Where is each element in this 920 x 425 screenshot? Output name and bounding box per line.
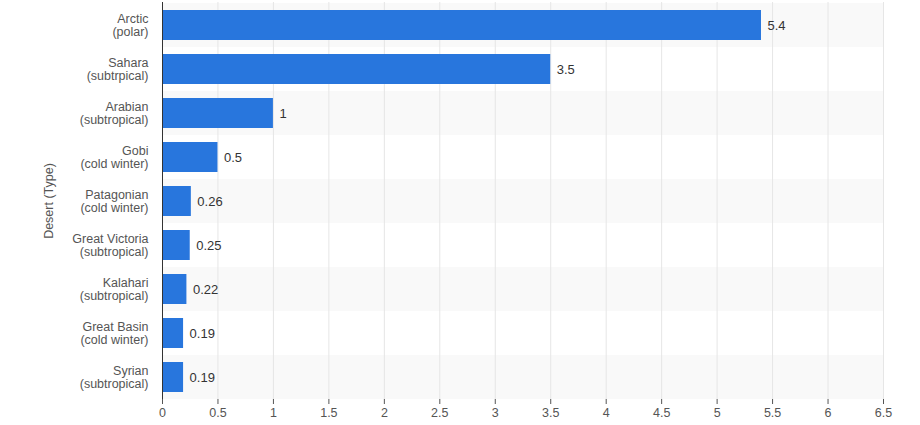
svg-text:0.19: 0.19 xyxy=(190,370,215,385)
svg-text:1.5: 1.5 xyxy=(320,406,337,420)
svg-text:5: 5 xyxy=(714,406,721,420)
svg-text:Great Basin(cold winter): Great Basin(cold winter) xyxy=(80,320,148,347)
svg-text:5.4: 5.4 xyxy=(767,18,785,33)
svg-text:0: 0 xyxy=(159,406,166,420)
svg-text:0.22: 0.22 xyxy=(193,282,218,297)
svg-text:6: 6 xyxy=(825,406,832,420)
svg-text:Arabian(subtropical): Arabian(subtropical) xyxy=(80,100,149,127)
svg-text:Arctic(polar): Arctic(polar) xyxy=(112,12,148,39)
svg-text:0.25: 0.25 xyxy=(196,238,221,253)
svg-text:2.5: 2.5 xyxy=(431,406,448,420)
svg-text:2: 2 xyxy=(381,406,388,420)
svg-text:1: 1 xyxy=(279,106,286,121)
svg-text:Kalahari(subtropical): Kalahari(subtropical) xyxy=(80,276,149,303)
svg-text:0.26: 0.26 xyxy=(197,194,222,209)
svg-text:Desert (Type): Desert (Type) xyxy=(42,163,56,239)
svg-text:Syrian(subtropical): Syrian(subtropical) xyxy=(80,364,149,391)
svg-text:0.5: 0.5 xyxy=(209,406,226,420)
svg-text:3: 3 xyxy=(492,406,499,420)
svg-text:Gobi(cold winter): Gobi(cold winter) xyxy=(80,144,148,171)
svg-text:Sahara(subtrpical): Sahara(subtrpical) xyxy=(87,56,149,83)
svg-text:0.5: 0.5 xyxy=(224,150,242,165)
svg-text:4: 4 xyxy=(603,406,610,420)
svg-text:6.5: 6.5 xyxy=(875,406,892,420)
svg-text:Patagonian(cold winter): Patagonian(cold winter) xyxy=(80,188,148,215)
svg-text:Great Victoria(subtropical): Great Victoria(subtropical) xyxy=(72,232,148,259)
svg-text:3.5: 3.5 xyxy=(542,406,559,420)
svg-text:5.5: 5.5 xyxy=(764,406,781,420)
svg-text:3.5: 3.5 xyxy=(557,62,575,77)
svg-text:0.19: 0.19 xyxy=(190,326,215,341)
svg-text:4.5: 4.5 xyxy=(653,406,670,420)
svg-text:1: 1 xyxy=(270,406,277,420)
